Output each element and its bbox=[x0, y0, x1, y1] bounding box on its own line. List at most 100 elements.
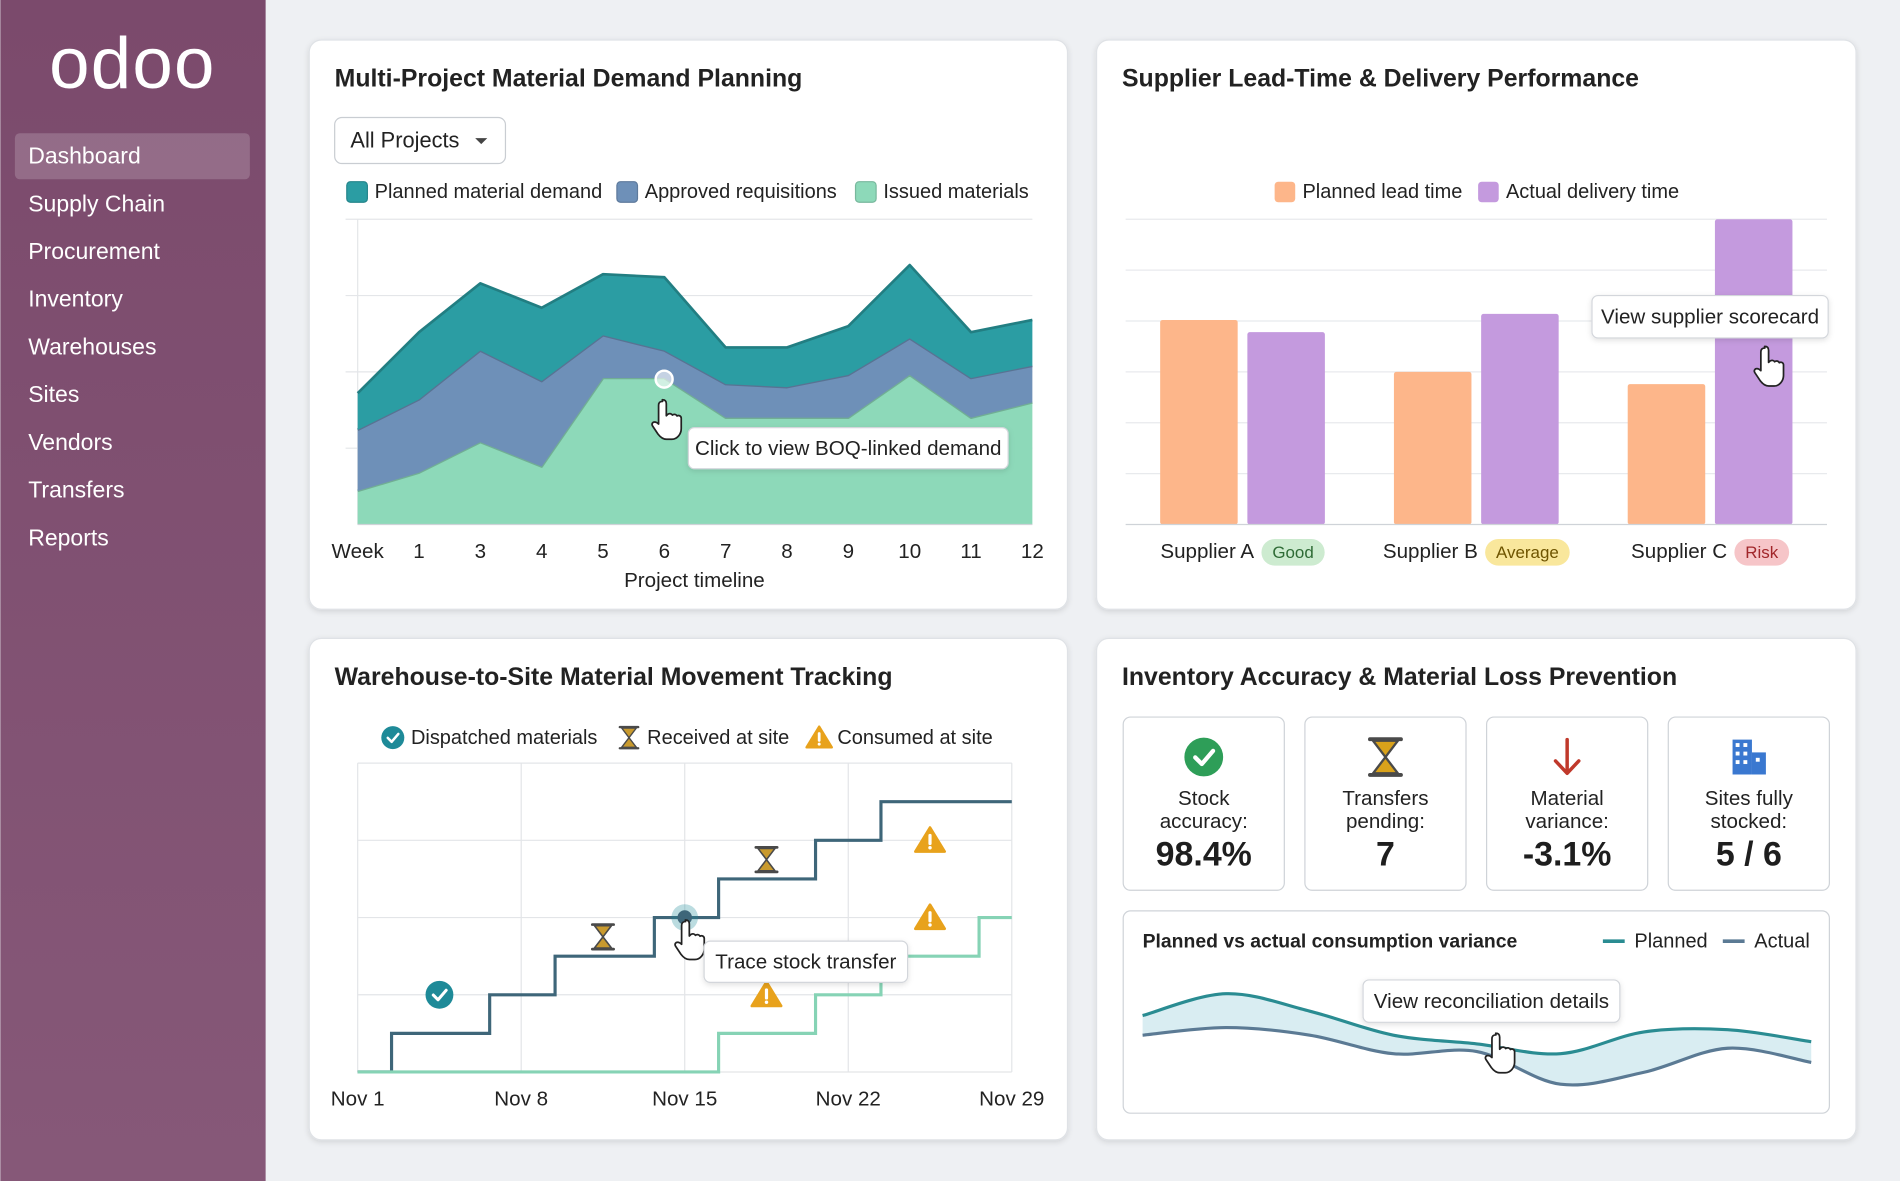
legend-label: Dispatched materials bbox=[411, 727, 597, 749]
status-badge-text: Good bbox=[1272, 543, 1313, 562]
x-tick-label: Supplier C bbox=[1631, 540, 1727, 563]
kpi-card bbox=[1304, 716, 1467, 891]
legend-label: Planned bbox=[1634, 931, 1707, 953]
legend-swatch bbox=[616, 181, 639, 203]
x-tick-label: 9 bbox=[843, 540, 854, 563]
warning-dot bbox=[928, 846, 932, 850]
nav-item[interactable]: Dashboard bbox=[28, 143, 141, 169]
legend-icon bbox=[618, 725, 640, 750]
event-marker bbox=[750, 980, 783, 1008]
nav-item[interactable]: Vendors bbox=[28, 429, 112, 455]
card-title: Inventory Accuracy & Material Loss Preve… bbox=[1122, 664, 1677, 691]
kpi-label: accuracy: bbox=[1160, 810, 1248, 833]
legend-label: Issued materials bbox=[883, 181, 1028, 203]
tooltip-text[interactable]: View reconciliation details bbox=[1374, 990, 1609, 1013]
check-icon bbox=[381, 726, 405, 750]
x-tick-label: 7 bbox=[720, 540, 731, 563]
x-tick-label: Supplier A bbox=[1160, 540, 1254, 563]
event-marker bbox=[590, 923, 615, 951]
card-title: Supplier Lead-Time & Delivery Performanc… bbox=[1122, 66, 1639, 93]
tooltip-box[interactable] bbox=[1591, 294, 1829, 339]
legend-swatch bbox=[1478, 181, 1499, 203]
x-tick-label: 3 bbox=[475, 540, 486, 563]
cursor-hand bbox=[1753, 345, 1785, 387]
x-tick-label: 1 bbox=[413, 540, 424, 563]
tooltip-text[interactable]: Trace stock transfer bbox=[715, 950, 896, 973]
bar bbox=[1481, 313, 1559, 525]
cursor-hand bbox=[651, 398, 683, 441]
sidebar bbox=[0, 0, 266, 1181]
variance-line bbox=[1142, 992, 1812, 1056]
arrow-head bbox=[1553, 759, 1581, 776]
pointer-cursor bbox=[1484, 1032, 1516, 1074]
step-line bbox=[357, 800, 1012, 1074]
building-side bbox=[1751, 752, 1766, 775]
bar bbox=[1393, 371, 1472, 525]
event-marker bbox=[754, 846, 779, 874]
status-badge-text: Average bbox=[1496, 543, 1559, 562]
building-window bbox=[1743, 743, 1748, 747]
tooltip-text[interactable]: Click to view BOQ-linked demand bbox=[695, 437, 1002, 460]
kpi-label: pending: bbox=[1346, 810, 1425, 833]
nav-active bbox=[14, 133, 250, 180]
status-badge bbox=[1261, 539, 1325, 566]
kpi-icon bbox=[1184, 737, 1224, 777]
building-window bbox=[1735, 760, 1740, 765]
legend-label: Approved requisitions bbox=[645, 181, 837, 203]
card bbox=[308, 637, 1069, 1141]
nav-item[interactable]: Inventory bbox=[28, 286, 123, 312]
legend-icon bbox=[381, 726, 405, 750]
pointer-cursor bbox=[651, 398, 683, 441]
bar bbox=[1160, 319, 1238, 525]
hover-point bbox=[654, 369, 674, 389]
legend-swatch bbox=[854, 181, 877, 203]
nav-item[interactable]: Supply Chain bbox=[28, 190, 165, 216]
x-tick-label: Nov 29 bbox=[979, 1087, 1044, 1110]
area-edge bbox=[357, 333, 1033, 432]
building-window bbox=[1743, 760, 1748, 765]
building-window bbox=[1735, 743, 1740, 747]
nav-item[interactable]: Sites bbox=[28, 381, 79, 407]
nav-item[interactable]: Warehouses bbox=[28, 333, 156, 359]
x-axis-label: Project timeline bbox=[624, 569, 765, 592]
event-marker bbox=[425, 980, 454, 1009]
dropdown[interactable] bbox=[334, 116, 507, 165]
tooltip-box[interactable] bbox=[703, 940, 909, 983]
x-tick-label: 6 bbox=[659, 540, 670, 563]
building-window bbox=[1743, 751, 1748, 756]
status-badge bbox=[1485, 539, 1570, 566]
kpi-value: 7 bbox=[1376, 835, 1395, 873]
x-tick-label: 4 bbox=[536, 540, 547, 563]
event-marker bbox=[914, 903, 947, 931]
kpi-label: Material bbox=[1531, 787, 1604, 810]
dropdown-label[interactable]: All Projects bbox=[350, 127, 459, 152]
card-title: Multi-Project Material Demand Planning bbox=[335, 66, 803, 93]
pointer-cursor bbox=[674, 919, 706, 961]
area bbox=[357, 265, 1033, 430]
legend-swatch bbox=[346, 181, 368, 203]
nav-item[interactable]: Procurement bbox=[28, 238, 160, 264]
cursor-hand bbox=[674, 919, 706, 961]
warning-dot bbox=[928, 923, 932, 927]
status-badge bbox=[1734, 539, 1790, 566]
cursor-hand bbox=[1484, 1032, 1516, 1074]
check-tick bbox=[386, 732, 400, 744]
nav-item[interactable]: Reports bbox=[28, 524, 109, 550]
warning-dot bbox=[817, 742, 821, 746]
pointer-cursor bbox=[1753, 345, 1785, 387]
legend-icon bbox=[805, 725, 833, 749]
kpi-label: Transfers bbox=[1342, 787, 1428, 810]
tooltip-box[interactable] bbox=[687, 426, 1009, 470]
building-window bbox=[1735, 751, 1740, 756]
tooltip-text[interactable]: View supplier scorecard bbox=[1601, 305, 1819, 328]
x-tick-label: Nov 8 bbox=[494, 1087, 548, 1110]
legend-label: Planned material demand bbox=[375, 181, 603, 203]
kpi-icon bbox=[1732, 739, 1766, 775]
area-edge bbox=[357, 373, 1033, 493]
x-tick-label: Nov 15 bbox=[652, 1087, 717, 1110]
nav-item[interactable]: Transfers bbox=[28, 477, 124, 503]
tooltip-box[interactable] bbox=[1362, 979, 1621, 1023]
step-line bbox=[357, 915, 1012, 1074]
kpi-label: variance: bbox=[1525, 810, 1608, 833]
variance-line bbox=[1142, 1025, 1812, 1087]
